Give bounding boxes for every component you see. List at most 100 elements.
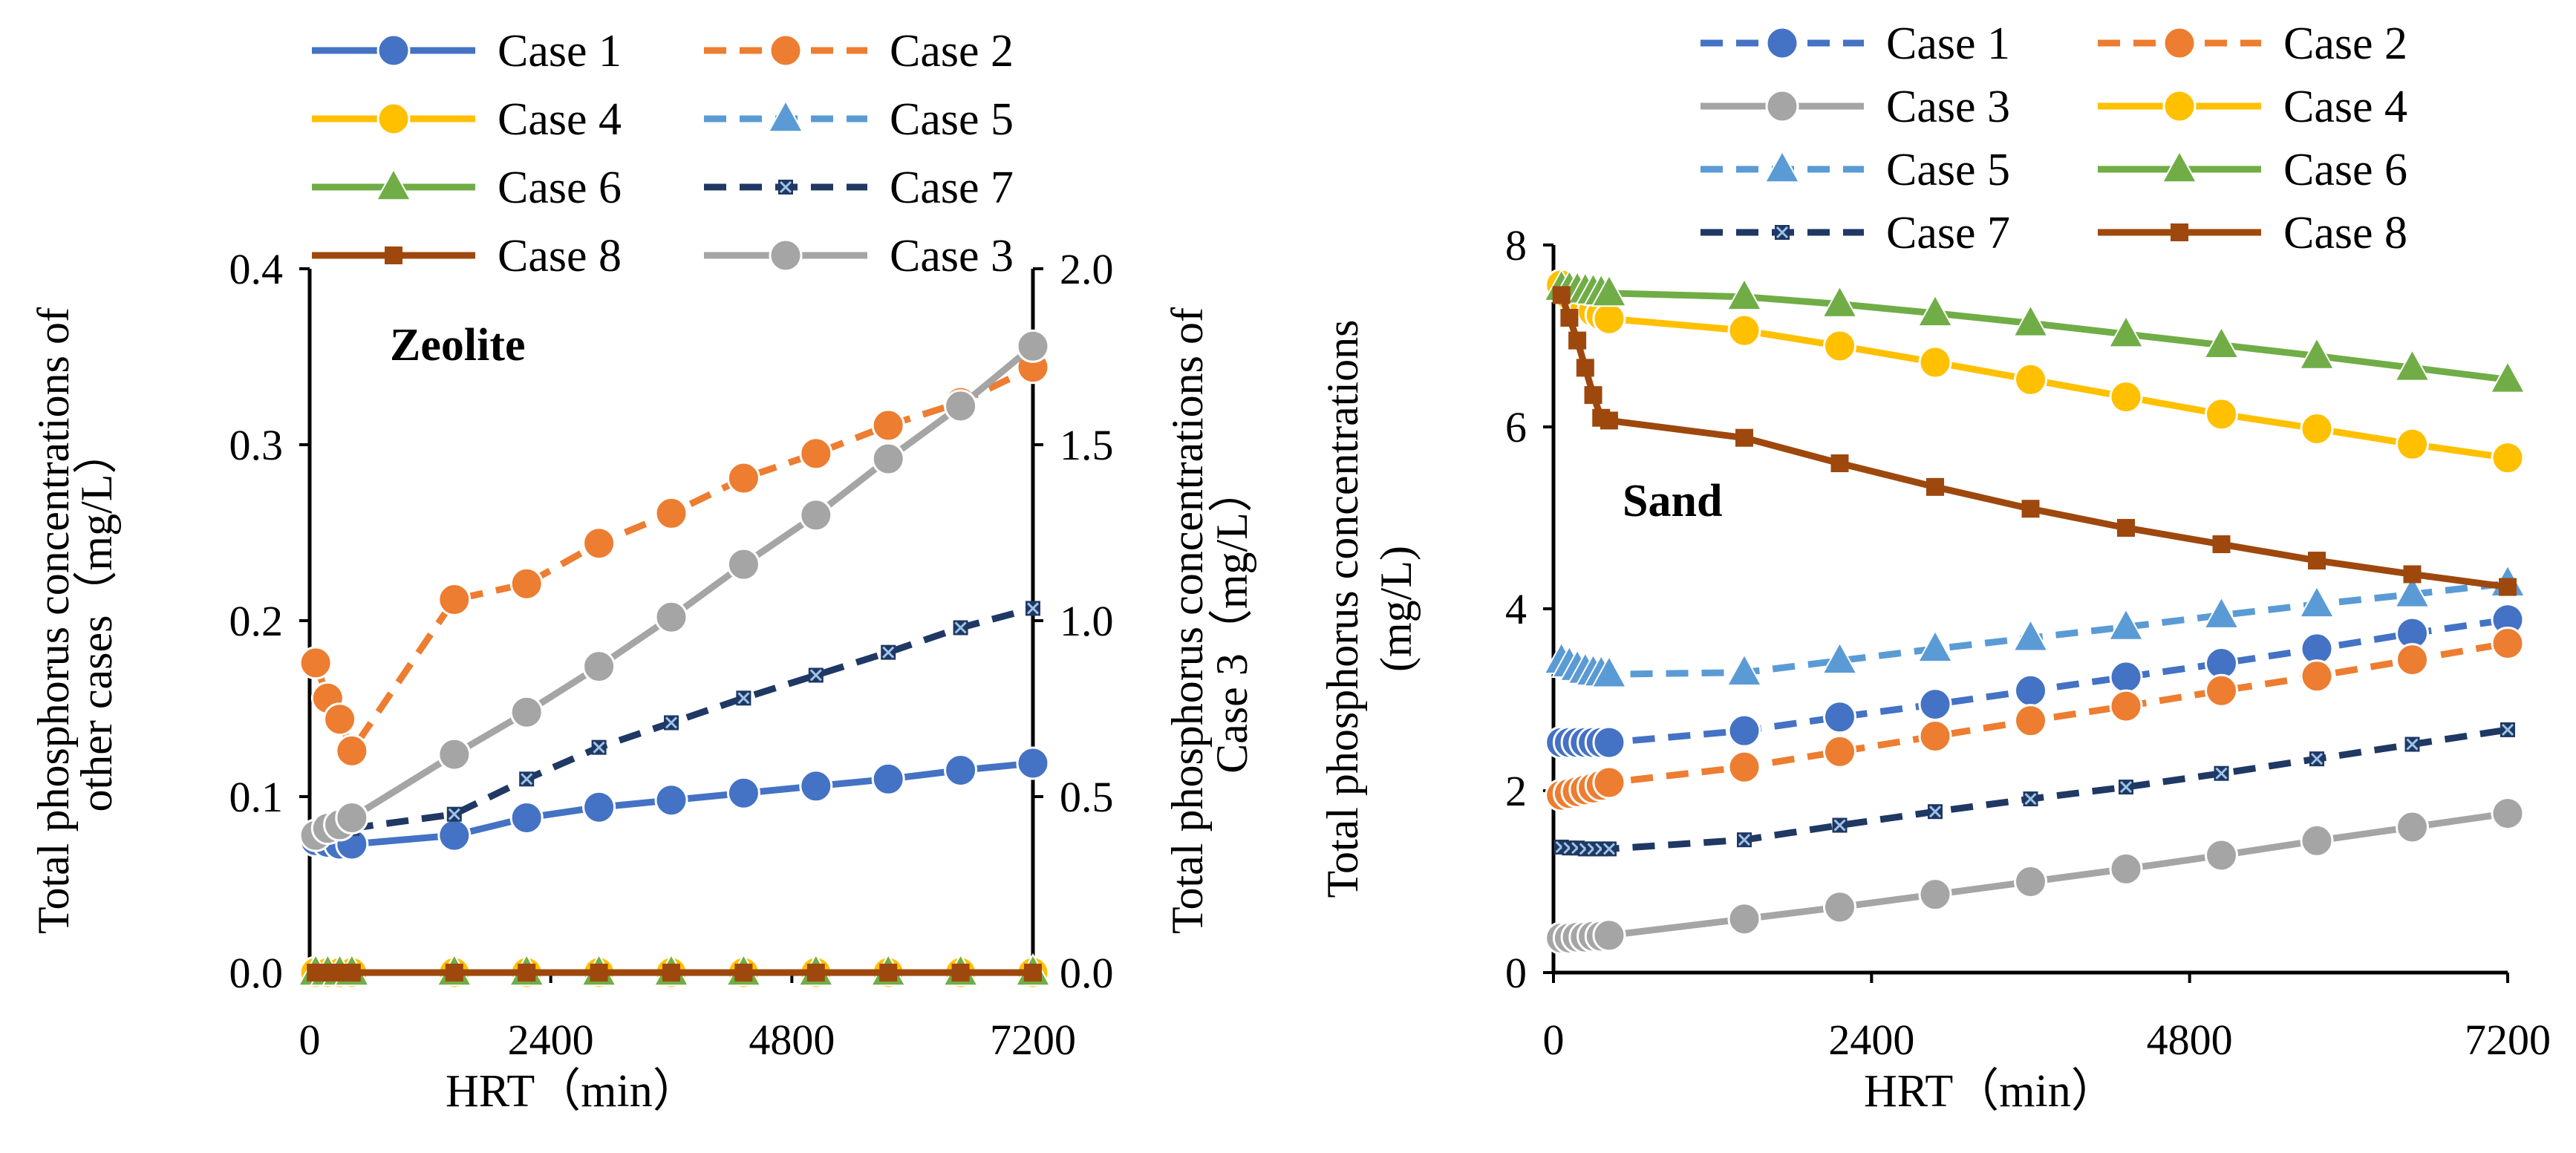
data-point-case-1 bbox=[1823, 700, 1856, 734]
data-point-case-4 bbox=[1823, 329, 1856, 363]
series-case-8 bbox=[1552, 286, 2517, 596]
legend-marker bbox=[1775, 225, 1790, 240]
series-case-5 bbox=[1543, 564, 2526, 688]
legend-marker bbox=[375, 167, 412, 201]
data-point-case-1 bbox=[726, 776, 760, 810]
axes: 0.0 0.1 0.2 0.3 0.4 0.0 0.5 1.0 1.5 2.0 0 2400 4800 7… bbox=[229, 245, 1114, 1064]
data-point-case-2 bbox=[299, 646, 333, 680]
data-point-case-1 bbox=[2014, 673, 2047, 708]
data-point-case-2 bbox=[323, 702, 357, 736]
data-point-case-3 bbox=[2109, 852, 2143, 886]
data-point-case-8 bbox=[1830, 454, 1849, 472]
legend-entry-case-5: Case 5 bbox=[1701, 145, 2010, 195]
legend-marker bbox=[769, 33, 803, 68]
legend-entry-case-4: Case 4 bbox=[2098, 82, 2407, 132]
data-point-case-7 bbox=[1025, 601, 1040, 616]
data-point-case-8 bbox=[1560, 309, 1579, 327]
y2-tick-label: 2.0 bbox=[1060, 245, 1114, 293]
y2-tick-label: 0.0 bbox=[1060, 949, 1114, 997]
y2-tick-label: 1.0 bbox=[1060, 597, 1114, 645]
y-tick-label: 0.3 bbox=[229, 421, 284, 469]
data-point-case-3 bbox=[2396, 810, 2429, 844]
y-tick-label: 6 bbox=[1505, 403, 1527, 451]
y-axis-label-line: Total phosphorus concentrations bbox=[1318, 320, 1367, 898]
data-point-case-2 bbox=[509, 566, 544, 601]
data-point-case-3 bbox=[1592, 918, 1626, 953]
data-point-case-8 bbox=[1735, 428, 1753, 447]
legend-label: Case 7 bbox=[1886, 208, 2010, 258]
legend-entry-case-6: Case 6 bbox=[2098, 145, 2407, 195]
x-tick-label: 0 bbox=[1543, 1016, 1565, 1064]
legend-entry-case-3: Case 3 bbox=[704, 231, 1014, 281]
data-point-case-4 bbox=[1918, 345, 1952, 379]
data-point-case-7 bbox=[1928, 804, 1943, 820]
data-point-case-3 bbox=[654, 600, 688, 634]
data-point-case-5 bbox=[1591, 655, 1628, 688]
data-point-case-8 bbox=[342, 964, 361, 981]
data-point-case-7 bbox=[519, 771, 535, 787]
data-point-case-4 bbox=[1592, 301, 1626, 336]
y-tick-label: 0.1 bbox=[229, 773, 284, 821]
data-point-case-3 bbox=[2491, 797, 2525, 831]
data-point-case-2 bbox=[2109, 689, 2143, 723]
data-point-case-8 bbox=[1024, 964, 1042, 981]
legend-marker bbox=[2162, 26, 2197, 60]
data-point-case-2 bbox=[1727, 750, 1761, 784]
data-point-case-1 bbox=[1016, 746, 1050, 780]
data-point-case-7 bbox=[2309, 751, 2324, 767]
data-point-case-3 bbox=[2300, 823, 2334, 858]
data-point-case-6 bbox=[2394, 348, 2430, 382]
data-point-case-1 bbox=[654, 783, 688, 817]
data-point-case-8 bbox=[662, 964, 680, 981]
data-point-case-5 bbox=[2298, 584, 2335, 618]
data-point-case-3 bbox=[799, 498, 833, 532]
legend-entry-case-1: Case 1 bbox=[1701, 19, 2010, 69]
data-point-case-7 bbox=[808, 667, 824, 683]
data-point-case-2 bbox=[335, 734, 369, 768]
y-tick-label: 8 bbox=[1505, 221, 1527, 270]
data-point-case-3 bbox=[871, 442, 905, 476]
legend-marker bbox=[1764, 149, 1801, 183]
data-point-case-3 bbox=[1016, 329, 1050, 363]
data-point-case-1 bbox=[1727, 713, 1761, 748]
data-point-case-7 bbox=[881, 644, 896, 660]
data-point-case-7 bbox=[953, 620, 968, 636]
y-tick-label: 0 bbox=[1505, 949, 1527, 997]
legend-marker bbox=[769, 238, 803, 272]
data-point-case-2 bbox=[582, 526, 616, 561]
data-point-case-2 bbox=[799, 437, 833, 471]
data-point-case-7 bbox=[2500, 722, 2515, 737]
legend-marker bbox=[1765, 89, 1799, 123]
legend-entry-case-4: Case 4 bbox=[312, 94, 622, 145]
data-point-case-2 bbox=[437, 583, 472, 617]
x-tick-label: 4800 bbox=[749, 1016, 835, 1064]
y-axis-label: Total phosphorus concentrations (mg/L) bbox=[1318, 320, 1421, 898]
legend-marker bbox=[778, 180, 793, 195]
y2-axis-label-line: Case 3（mg/L） bbox=[1207, 468, 1256, 774]
y-tick-label: 0.4 bbox=[229, 245, 284, 293]
data-point-case-8 bbox=[590, 964, 608, 981]
legend-entry-case-2: Case 2 bbox=[2098, 19, 2407, 69]
data-point-case-5 bbox=[1917, 629, 1954, 663]
legend-entry-case-2: Case 2 bbox=[704, 26, 1014, 76]
data-point-case-2 bbox=[2300, 659, 2334, 693]
data-point-case-5 bbox=[1822, 641, 1858, 675]
legend-label: Case 1 bbox=[1886, 19, 2010, 69]
data-point-case-1 bbox=[944, 753, 978, 787]
y2-tick-label: 1.5 bbox=[1060, 421, 1114, 469]
legend-marker bbox=[767, 99, 804, 133]
data-point-case-1 bbox=[2109, 660, 2143, 694]
data-point-case-2 bbox=[1918, 719, 1952, 753]
chart-annotation-sand: Sand bbox=[1623, 476, 1722, 526]
y2-axis-label-line: Total phosphorus concentrations of bbox=[1163, 307, 1212, 934]
y-axis-label-line: other cases（mg/L） bbox=[72, 430, 121, 812]
data-point-case-3 bbox=[582, 650, 616, 684]
y-axis-label-line: (mg/L) bbox=[1372, 546, 1421, 672]
data-point-case-8 bbox=[1552, 286, 1571, 304]
legend-marker bbox=[376, 33, 411, 68]
data-point-case-4 bbox=[2300, 411, 2334, 445]
data-point-case-3 bbox=[1727, 902, 1761, 936]
x-tick-label: 7200 bbox=[2465, 1016, 2551, 1064]
legend-marker bbox=[1765, 26, 1799, 60]
data-point-case-5 bbox=[2012, 618, 2049, 652]
